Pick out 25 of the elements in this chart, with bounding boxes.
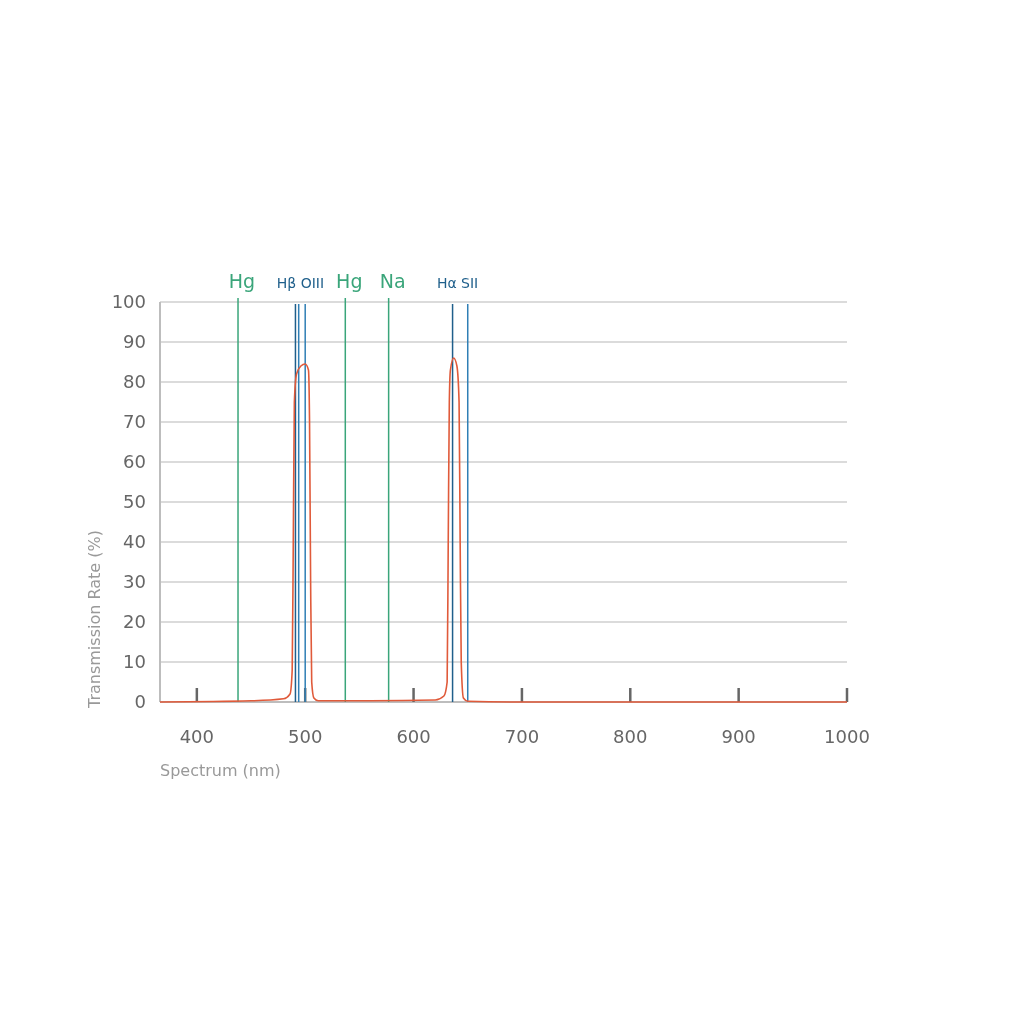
y-tick-label: 40 bbox=[123, 531, 146, 552]
y-tick-label: 20 bbox=[123, 611, 146, 632]
x-tick-label: 900 bbox=[721, 726, 756, 747]
x-tick-label: 800 bbox=[613, 726, 648, 747]
y-tick-label: 100 bbox=[111, 291, 146, 312]
y-tick-label: 10 bbox=[123, 651, 146, 672]
ref-line-label: Na bbox=[379, 270, 406, 292]
y-tick-label: 50 bbox=[123, 491, 146, 512]
x-tick-label: 600 bbox=[396, 726, 431, 747]
x-tick-label: 1000 bbox=[824, 726, 870, 747]
ref-line-label: Hβ OIII bbox=[276, 275, 325, 291]
y-tick-label: 0 bbox=[134, 691, 146, 712]
y-tick-label: 60 bbox=[123, 451, 146, 472]
ref-line-label: Hg bbox=[336, 270, 363, 292]
x-tick-label: 400 bbox=[179, 726, 215, 747]
y-tick-label: 90 bbox=[123, 331, 146, 352]
y-tick-label: 80 bbox=[123, 371, 146, 392]
x-tick-label: 700 bbox=[504, 726, 540, 747]
ref-line-label: Hα SII bbox=[436, 275, 479, 291]
y-axis-title: Transmission Rate (%) bbox=[85, 530, 104, 709]
ref-line-label: Hg bbox=[228, 270, 256, 292]
y-tick-label: 30 bbox=[123, 571, 146, 592]
x-tick-label: 500 bbox=[288, 726, 323, 747]
y-tick-label: 70 bbox=[123, 411, 146, 432]
x-axis-title: Spectrum (nm) bbox=[160, 761, 281, 780]
